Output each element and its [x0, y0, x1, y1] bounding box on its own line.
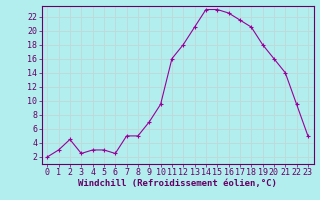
X-axis label: Windchill (Refroidissement éolien,°C): Windchill (Refroidissement éolien,°C)	[78, 179, 277, 188]
